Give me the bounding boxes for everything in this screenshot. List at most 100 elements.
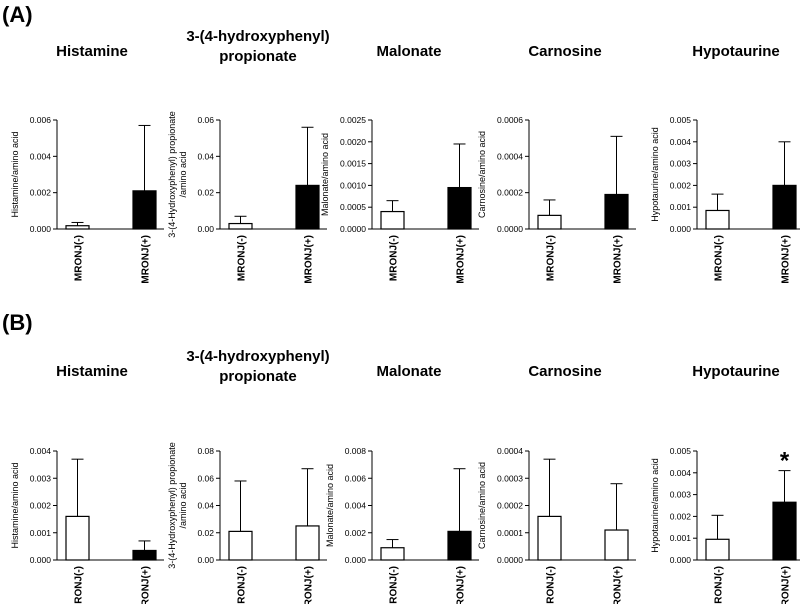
y-tick-label: 0.0005 (340, 202, 366, 212)
chart-title: Histamine (56, 43, 128, 60)
y-tick-label: 0.06 (197, 473, 214, 483)
y-axis-label: Malonate/amino acid (320, 133, 330, 216)
y-tick-label: 0.0010 (340, 180, 366, 190)
bar-b-2-mronjpos (295, 525, 320, 561)
y-tick-label: 0.004 (345, 501, 367, 511)
panel-label-b: (B) (2, 310, 33, 335)
y-tick-label: 0.004 (670, 468, 692, 478)
chart-title: propionate (219, 368, 297, 385)
category-label: MRONJ(-) (237, 235, 248, 281)
y-axis-label: 3-(4-Hydroxyphenyl) propionate (167, 111, 177, 238)
bar-a-4-mronjneg (537, 214, 562, 230)
bar-a-3-mronjpos (447, 186, 472, 230)
y-tick-label: 0.008 (345, 446, 367, 456)
y-axis-label: Malonate/amino acid (325, 464, 335, 547)
chart-title: Carnosine (528, 363, 601, 380)
y-tick-label: 0.000 (345, 555, 367, 565)
y-tick-label: 0.0001 (497, 528, 523, 538)
y-tick-label: 0.002 (345, 528, 367, 538)
y-tick-label: 0.002 (30, 501, 52, 511)
y-tick-label: 0.00 (197, 224, 214, 234)
y-tick-label: 0.0002 (497, 188, 523, 198)
category-label: MRONJ(+) (141, 566, 152, 604)
y-tick-label: 0.006 (345, 473, 367, 483)
y-tick-label: 0.006 (30, 115, 52, 125)
bar-a-4-mronjpos (604, 193, 629, 230)
y-tick-label: 0.0004 (497, 446, 523, 456)
y-tick-label: 0.002 (670, 511, 692, 521)
y-tick-label: 0.06 (197, 115, 214, 125)
category-label: MRONJ(-) (237, 566, 248, 604)
y-tick-label: 0.0015 (340, 159, 366, 169)
bar-b-5-mronjpos (772, 501, 797, 561)
y-tick-label: 0.002 (30, 188, 52, 198)
category-label: MRONJ(-) (546, 566, 557, 604)
y-tick-label: 0.005 (670, 446, 692, 456)
y-axis-label: /amino acid (178, 482, 188, 528)
bar-b-3-mronjneg (380, 547, 405, 561)
y-axis-label: Hypotaurine/amino acid (650, 458, 660, 553)
category-label: MRONJ(+) (613, 566, 624, 604)
category-label: MRONJ(-) (74, 566, 85, 604)
y-tick-label: 0.08 (197, 446, 214, 456)
chart-title: Malonate (376, 43, 441, 60)
bar-a-1-mronjpos (132, 190, 157, 230)
y-tick-label: 0.02 (197, 528, 214, 538)
y-tick-label: 0.02 (197, 188, 214, 198)
y-axis-label: Hypotaurine/amino acid (650, 127, 660, 222)
y-tick-label: 0.0002 (497, 501, 523, 511)
bar-a-2-mronjneg (228, 222, 253, 230)
bar-b-5-mronjneg (705, 538, 730, 561)
y-axis-label: Histamine/amino acid (10, 462, 20, 548)
y-tick-label: 0.001 (30, 528, 52, 538)
chart-title: Carnosine (528, 43, 601, 60)
category-label: MRONJ(+) (304, 235, 315, 284)
y-tick-label: 0.0000 (340, 224, 366, 234)
category-label: MRONJ(+) (456, 566, 467, 604)
y-tick-label: 0.000 (670, 224, 692, 234)
category-label: MRONJ(+) (781, 566, 792, 604)
chart-title: Hypotaurine (692, 363, 780, 380)
y-tick-label: 0.0025 (340, 115, 366, 125)
y-axis-label: Histamine/amino acid (10, 131, 20, 217)
category-label: MRONJ(+) (781, 235, 792, 284)
y-axis-label: Carnosine/amino acid (477, 131, 487, 218)
y-tick-label: 0.001 (670, 202, 692, 212)
category-label: MRONJ(+) (456, 235, 467, 284)
y-tick-label: 0.003 (670, 159, 692, 169)
bar-a-1-mronjneg (65, 225, 90, 230)
category-label: MRONJ(-) (74, 235, 85, 281)
chart-title: Hypotaurine (692, 43, 780, 60)
y-axis-label: 3-(4-Hydroxyphenyl) propionate (167, 442, 177, 569)
category-label: MRONJ(-) (389, 235, 400, 281)
bar-a-2-mronjpos (295, 184, 320, 230)
bar-b-2-mronjneg (228, 530, 253, 561)
y-tick-label: 0.0003 (497, 473, 523, 483)
y-tick-label: 0.004 (670, 137, 692, 147)
y-tick-label: 0.000 (30, 555, 52, 565)
y-tick-label: 0.002 (670, 180, 692, 190)
y-tick-label: 0.0004 (497, 151, 523, 161)
chart-title: propionate (219, 48, 297, 65)
significance-marker: * (780, 448, 790, 475)
y-tick-label: 0.0006 (497, 115, 523, 125)
panel-label-a: (A) (2, 2, 33, 27)
bar-b-3-mronjpos (447, 530, 472, 561)
y-tick-label: 0.04 (197, 501, 214, 511)
bar-a-5-mronjneg (705, 209, 730, 230)
category-label: MRONJ(-) (714, 566, 725, 604)
bar-b-1-mronjpos (132, 549, 157, 561)
category-label: MRONJ(+) (304, 566, 315, 604)
category-label: MRONJ(-) (389, 566, 400, 604)
y-tick-label: 0.003 (30, 473, 52, 483)
chart-title: 3-(4-hydroxyphenyl) (186, 348, 329, 365)
bar-b-4-mronjpos (604, 529, 629, 561)
bar-b-1-mronjneg (65, 515, 90, 561)
bar-a-3-mronjneg (380, 210, 405, 230)
bar-a-5-mronjpos (772, 184, 797, 230)
category-label: MRONJ(-) (546, 235, 557, 281)
y-axis-label: Carnosine/amino acid (477, 462, 487, 549)
y-axis-label: /amino acid (178, 151, 188, 197)
y-tick-label: 0.0000 (497, 555, 523, 565)
